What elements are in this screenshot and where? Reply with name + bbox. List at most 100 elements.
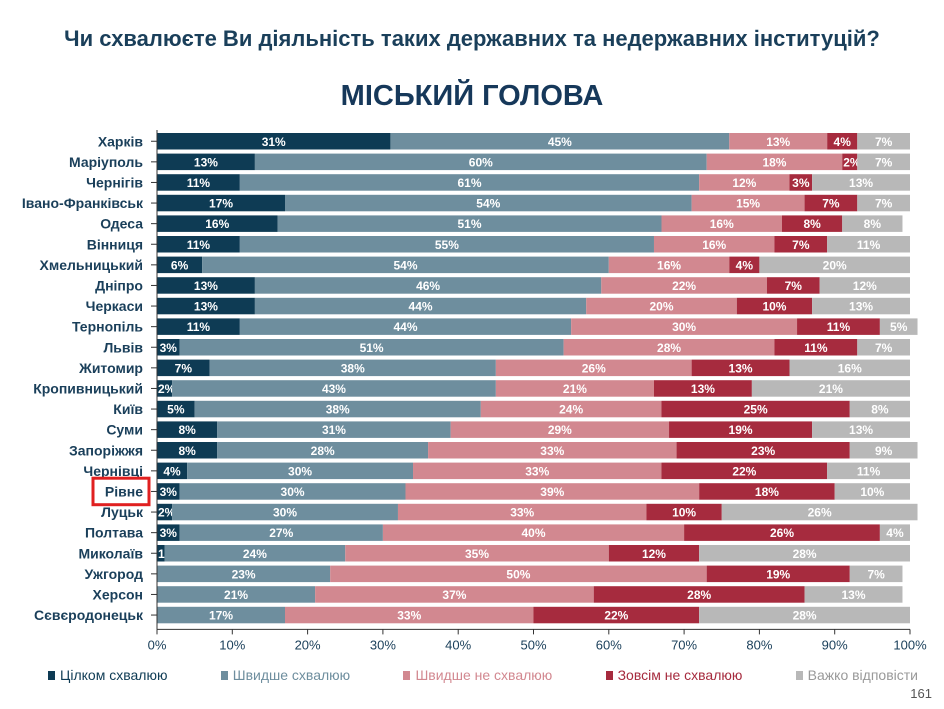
category-label-хмельницький: Хмельницький [40,257,143,273]
data-label: 11% [827,320,851,334]
bar-segment-київ-2 [480,400,662,418]
data-label: 51% [457,217,481,231]
bar-segment-харків-1 [390,133,730,150]
data-label: 13% [691,382,715,396]
bar-segment-вінниця-3 [774,236,828,253]
category-label-полтава: Полтава [85,525,143,541]
data-label: 31% [322,423,346,437]
bar-segment-сєвєродонецьк-1 [157,606,286,624]
legend-item: Важко відповісти [795,667,918,683]
data-label: 24% [559,403,583,417]
data-label: 37% [442,588,466,602]
category-label-львів: Львів [103,339,143,355]
data-label: 23% [751,444,775,458]
data-label: 22% [672,279,696,293]
data-label: 2% [158,506,176,520]
data-label: 29% [548,423,572,437]
data-label: 26% [770,526,794,540]
bar-segment-кропивницький-2 [495,380,654,397]
bar-segment-івано-франківськ-3 [804,194,858,212]
data-label: 16% [710,217,734,231]
bar-segment-дніпро-1 [254,277,602,294]
bar-segment-херсон-2 [315,586,594,603]
bar-segment-херсон-3 [593,586,805,603]
bar-segment-тернопіль-2 [571,318,798,335]
data-label: 13% [766,135,790,149]
category-label-запоріжжя: Запоріжжя [69,442,143,458]
data-label: 7% [792,238,810,252]
bar-segment-хмельницький-3 [729,256,760,274]
category-label-одеса: Одеса [100,216,143,232]
data-label: 23% [232,567,256,581]
data-label: 60% [469,155,493,169]
bar-segment-київ-4 [849,400,910,418]
bar-segment-рівне-4 [834,483,910,500]
legend-item: Зовсім не схвалюю [605,667,742,683]
bar-segment-запоріжжя-0 [157,442,218,459]
data-label: 2% [158,382,176,396]
bar-segment-тернопіль-4 [879,318,918,335]
data-label: 7% [867,567,885,581]
data-label: 4% [886,526,904,540]
category-label-сєвєродонецьк: Сєвєродонецьк [34,607,144,623]
bar-segment-одеса-0 [157,215,278,232]
bar-segment-маріуполь-0 [157,153,255,171]
bar-segment-чернігів-1 [239,174,700,191]
bar-segment-миколаїв-0 [157,545,165,562]
bar-segment-харків-2 [729,133,828,150]
data-label: 28% [657,341,681,355]
bar-segment-вінниця-4 [827,236,910,253]
bar-segment-вінниця-0 [157,236,240,253]
data-label: 24% [243,547,267,561]
bar-segment-миколаїв-4 [699,545,910,562]
data-label: 22% [604,609,628,623]
data-label: 35% [465,547,489,561]
legend-swatch [403,670,411,680]
bar-segment-маріуполь-4 [857,153,910,171]
x-tick-label: 100% [893,637,927,652]
bar-segment-суми-3 [669,421,813,438]
data-label: 13% [849,423,873,437]
bar-segment-івано-франківськ-4 [857,194,910,212]
bar-segment-тернопіль-0 [157,318,240,335]
bar-segment-кропивницький-4 [751,380,910,397]
data-label: 22% [732,464,756,478]
bar-segment-полтава-0 [157,524,180,541]
data-label: 39% [540,485,564,499]
chart-legend: Цілком схвалюю Швидше схвалюю Швидше не сх… [48,667,918,683]
data-label: 13% [849,176,873,190]
bar-segment-кропивницький-1 [172,380,496,397]
stacked-bar-chart: Харків 31% 45% 13% 4% 7% Маріуполь 13% 60% 18% 2% 7… [22,130,927,652]
category-label-чернігів: Чернігів [86,174,143,190]
data-label: 50% [506,567,530,581]
data-label: 13% [194,155,218,169]
bar-segment-суми-4 [812,421,910,438]
data-label: 33% [510,506,534,520]
category-label-харків: Харків [98,133,144,149]
data-label: 7% [175,361,193,375]
category-label-миколаїв: Миколаїв [78,545,143,561]
bar-segment-чернівці-3 [661,462,828,480]
data-label: 10% [672,506,696,520]
data-label: 12% [732,176,756,190]
bar-segment-львів-0 [157,339,180,356]
data-label: 38% [341,361,365,375]
bar-segment-полтава-4 [879,524,910,541]
category-label-київ: Київ [113,401,143,417]
data-label: 3% [160,341,178,355]
data-label: 16% [205,217,229,231]
bar-segment-івано-франківськ-0 [157,194,286,212]
category-label-херсон: Херсон [93,586,143,602]
bar-segment-харків-0 [157,133,391,150]
data-label: 4% [163,464,181,478]
data-label: 51% [360,341,384,355]
bar-segment-чернігів-3 [789,174,813,191]
data-label: 4% [736,258,754,272]
bar-segment-миколаїв-1 [164,545,346,562]
data-label: 8% [871,403,889,417]
x-tick-label: 20% [295,637,321,652]
data-label: 6% [171,258,189,272]
legend-label: Швидше схвалюю [232,667,351,683]
data-label: 30% [288,464,312,478]
x-tick-label: 80% [746,637,772,652]
